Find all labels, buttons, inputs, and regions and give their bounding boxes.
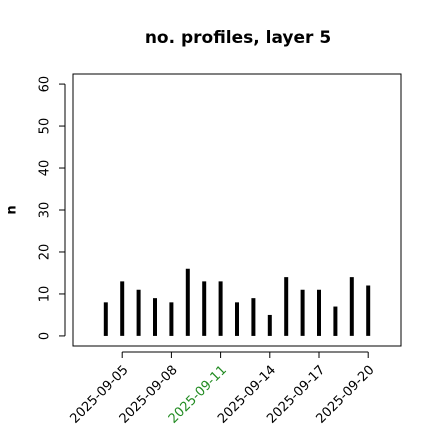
y-tick-label: 60 xyxy=(38,76,53,93)
y-tick-label: 50 xyxy=(38,118,53,135)
chart-title: no. profiles, layer 5 xyxy=(145,28,331,48)
y-tick-label: 30 xyxy=(38,202,53,219)
y-tick-label: 10 xyxy=(38,286,53,303)
plot-box xyxy=(72,73,402,347)
y-tick-label: 20 xyxy=(38,244,53,261)
y-tick-label: 0 xyxy=(38,332,53,340)
y-axis-label: n xyxy=(5,205,20,214)
y-tick-label: 40 xyxy=(38,160,53,177)
